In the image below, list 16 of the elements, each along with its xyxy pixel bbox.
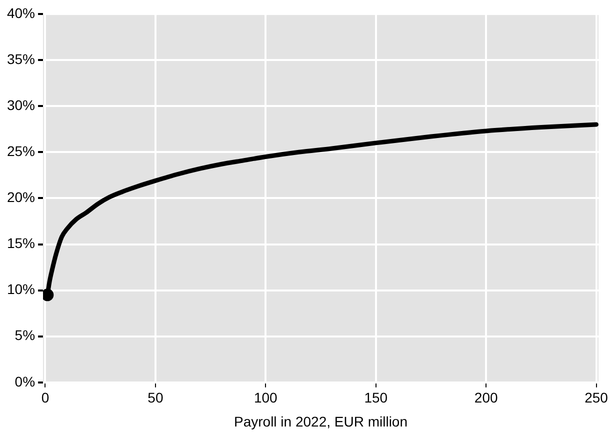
y-tick-label: 30% — [6, 96, 36, 113]
y-tick-label: 0% — [14, 373, 36, 390]
y-tick-label: 15% — [6, 235, 36, 252]
x-tick-label: 100 — [254, 390, 278, 406]
y-tick-label: 5% — [14, 327, 36, 344]
x-tick-label: 250 — [584, 390, 608, 406]
y-tick-label: 10% — [6, 281, 36, 298]
x-tick-label: 150 — [364, 390, 388, 406]
x-tick-label: 0 — [41, 390, 50, 406]
x-tick-label: 50 — [148, 390, 164, 406]
y-tick-label: 25% — [6, 143, 36, 160]
y-tick-label: 35% — [6, 50, 36, 67]
x-axis-title: Payroll in 2022, EUR million — [234, 413, 408, 430]
x-tick-label: 200 — [474, 390, 498, 406]
y-tick-label: 20% — [6, 189, 36, 206]
y-tick-label: 40% — [6, 4, 36, 21]
